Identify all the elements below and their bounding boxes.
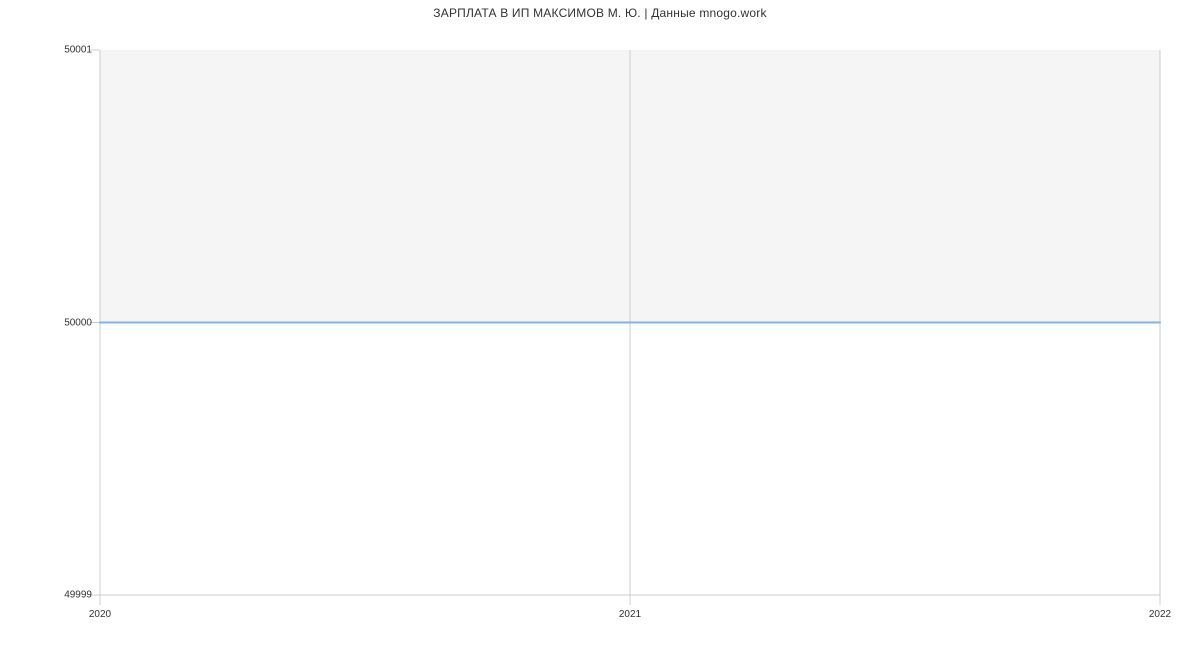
chart-plot [0,0,1200,650]
x-tick-label: 2020 [89,609,111,620]
chart-container: ЗАРПЛАТА В ИП МАКСИМОВ М. Ю. | Данные mn… [0,0,1200,650]
y-tick-label: 49999 [0,590,92,601]
x-tick-label: 2021 [619,609,641,620]
y-tick-label: 50000 [0,317,92,328]
x-tick-label: 2022 [1149,609,1171,620]
y-tick-label: 50001 [0,45,92,56]
